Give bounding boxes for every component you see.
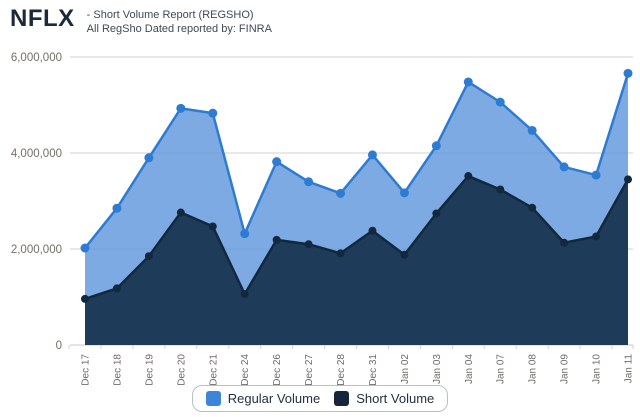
data-point-marker[interactable]	[400, 250, 409, 259]
data-point-marker[interactable]	[592, 232, 601, 241]
report-subtitle: - Short Volume Report (REGSHO) All RegSh…	[87, 8, 272, 36]
data-point-marker[interactable]	[560, 238, 569, 247]
legend-box: Regular Volume Short Volume	[191, 385, 449, 412]
data-point-marker[interactable]	[112, 284, 121, 293]
legend-label-regular: Regular Volume	[227, 391, 321, 406]
x-tick-label: Jan 07	[496, 354, 507, 384]
y-tick-label: 2,000,000	[11, 244, 62, 256]
data-point-marker[interactable]	[176, 208, 185, 217]
series-line	[84, 174, 630, 301]
regular-volume-swatch	[205, 391, 221, 406]
data-point-marker[interactable]	[399, 188, 409, 198]
x-tick-label: Dec 21	[208, 354, 219, 386]
legend-label-short: Short Volume	[356, 391, 435, 406]
data-point-marker[interactable]	[240, 290, 249, 299]
x-tick-label: Jan 11	[624, 354, 635, 384]
data-point-marker[interactable]	[367, 150, 377, 160]
y-tick-label: 0	[56, 340, 62, 352]
area-fill	[85, 176, 628, 345]
series-line	[84, 72, 630, 249]
y-tick-label: 4,000,000	[11, 148, 62, 160]
chart-header: NFLX - Short Volume Report (REGSHO) All …	[10, 6, 272, 36]
x-tick-label: Dec 24	[240, 354, 251, 386]
data-point-marker[interactable]	[624, 175, 632, 184]
x-tick-label: Dec 18	[112, 354, 123, 386]
x-tick-label: Jan 03	[432, 354, 443, 384]
data-point-marker[interactable]	[240, 229, 250, 239]
data-point-marker[interactable]	[432, 209, 441, 218]
x-tick-label: Dec 19	[144, 354, 155, 386]
report-source-line: All RegSho Dated reported by: FINRA	[86, 23, 272, 35]
data-point-marker[interactable]	[336, 188, 346, 198]
data-point-marker[interactable]	[144, 153, 154, 163]
x-tick-label: Jan 02	[400, 354, 411, 384]
data-point-marker[interactable]	[304, 177, 314, 187]
x-tick-label: Dec 17	[81, 354, 92, 386]
data-point-marker[interactable]	[208, 108, 218, 118]
x-tick-label: Jan 09	[560, 354, 571, 384]
stock-symbol: NFLX	[10, 5, 75, 32]
data-point-marker[interactable]	[527, 125, 537, 135]
legend-item-regular-volume[interactable]: Regular Volume	[205, 391, 321, 406]
chart-legend: Regular Volume Short Volume	[0, 385, 640, 412]
short-volume-series	[81, 172, 632, 345]
report-title-line: - Short Volume Report (REGSHO)	[86, 9, 254, 21]
data-point-marker[interactable]	[304, 240, 313, 249]
data-point-marker[interactable]	[176, 103, 186, 113]
x-tick-label: Dec 20	[176, 354, 187, 386]
x-axis	[68, 344, 634, 349]
data-point-marker[interactable]	[464, 172, 473, 181]
data-point-marker[interactable]	[591, 170, 601, 180]
short-volume-swatch	[334, 391, 350, 406]
data-point-marker[interactable]	[559, 162, 569, 172]
x-tick-label: Dec 26	[272, 354, 283, 386]
data-point-marker[interactable]	[80, 243, 90, 253]
x-tick-label: Dec 31	[368, 354, 379, 386]
data-point-marker[interactable]	[431, 141, 441, 151]
x-tick-label: Dec 27	[304, 354, 315, 386]
data-point-marker[interactable]	[272, 235, 281, 244]
data-point-marker[interactable]	[623, 68, 633, 78]
data-point-marker[interactable]	[463, 77, 473, 87]
x-axis-labels: Dec 17 Dec 18 Dec 19 Dec 20 Dec 21 Dec 24 Dec …	[81, 354, 635, 386]
data-point-marker[interactable]	[272, 157, 282, 167]
x-tick-label: Dec 28	[336, 354, 347, 386]
y-tick-label: 6,000,000	[11, 52, 62, 64]
x-tick-label: Jan 10	[592, 354, 603, 384]
x-tick-label: Jan 08	[528, 354, 539, 384]
data-point-marker[interactable]	[368, 226, 377, 235]
data-point-marker[interactable]	[495, 97, 505, 107]
data-point-marker[interactable]	[81, 294, 89, 303]
data-point-marker[interactable]	[208, 222, 217, 231]
legend-item-short-volume[interactable]: Short Volume	[334, 391, 434, 406]
data-point-marker[interactable]	[112, 203, 122, 213]
data-point-marker[interactable]	[144, 252, 153, 261]
x-tick-label: Jan 04	[464, 354, 475, 384]
data-point-marker[interactable]	[336, 249, 345, 258]
data-point-marker[interactable]	[496, 185, 505, 194]
data-point-marker[interactable]	[528, 203, 537, 212]
